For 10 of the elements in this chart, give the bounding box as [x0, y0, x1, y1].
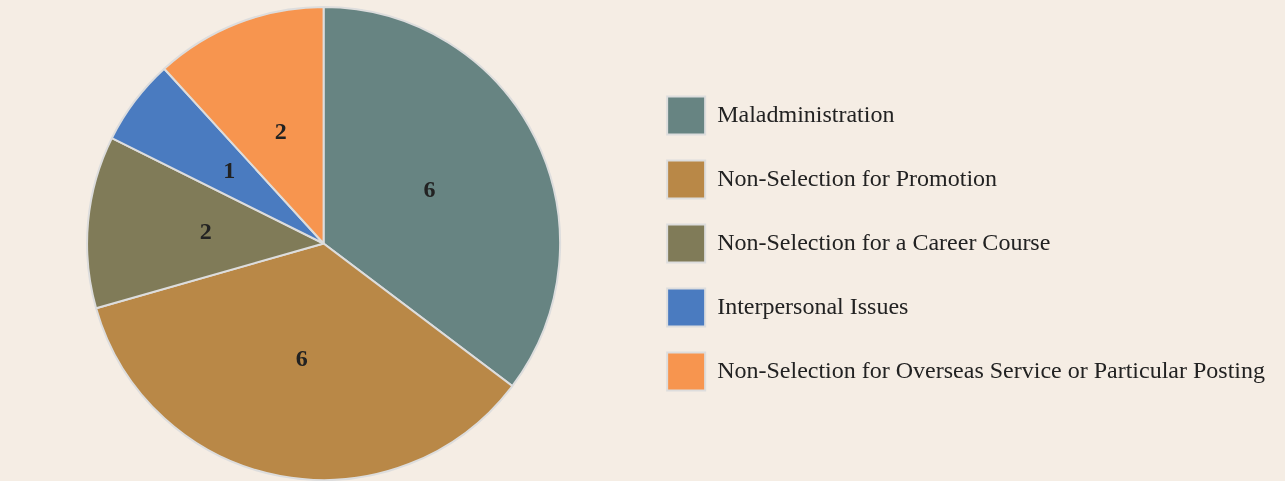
legend-label: Interpersonal Issues: [717, 292, 909, 319]
data-label: 1: [223, 157, 236, 184]
data-label: 2: [274, 118, 287, 145]
data-label: 6: [423, 175, 436, 202]
legend-label: Non-Selection for Promotion: [717, 164, 998, 191]
legend-label: Maladministration: [717, 100, 895, 127]
legend-label: Non-Selection for a Career Course: [717, 228, 1051, 255]
legend-label: Non-Selection for Overseas Service or Particular Posting: [717, 356, 1266, 383]
data-label: 6: [295, 344, 308, 371]
data-label: 2: [199, 217, 212, 244]
